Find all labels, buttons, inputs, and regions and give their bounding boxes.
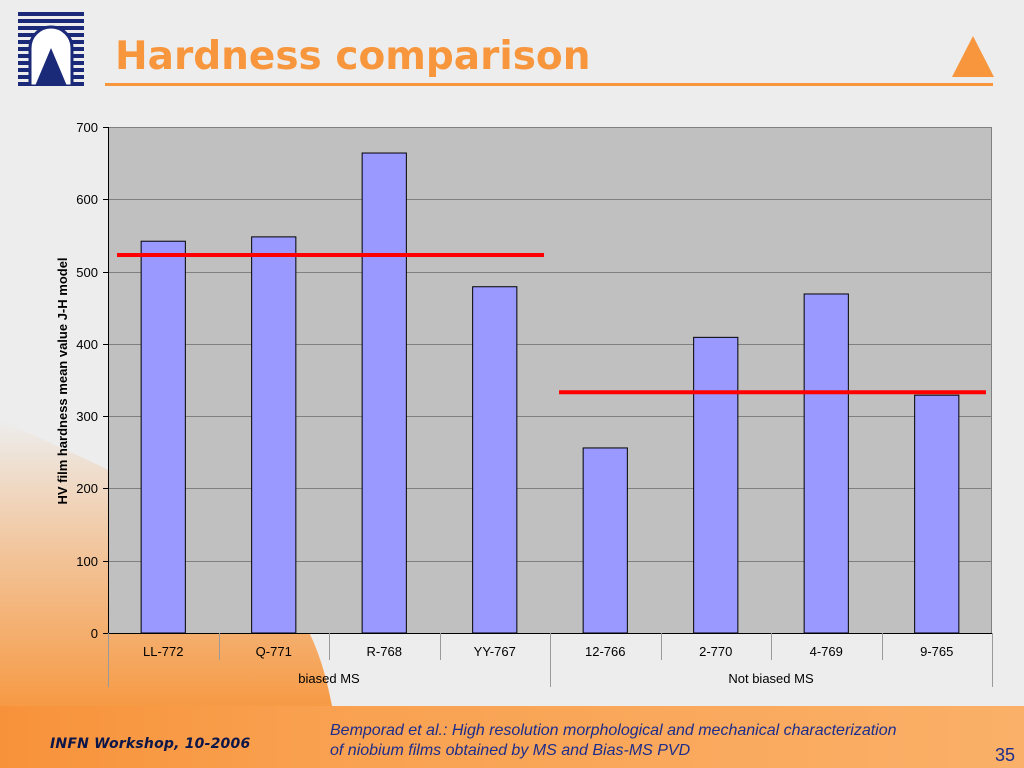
y-tick-label: 100: [76, 554, 98, 569]
y-tick-label: 200: [76, 481, 98, 496]
y-tick-label: 0: [91, 626, 98, 641]
chart-bar: [361, 152, 407, 634]
title-underline: [105, 83, 993, 86]
category-label: 9-765: [920, 644, 953, 659]
y-tick-label: 300: [76, 409, 98, 424]
y-tick-label: 500: [76, 265, 98, 280]
category-label: R-768: [367, 644, 402, 659]
chart-bar: [582, 447, 628, 634]
category-label: 12-766: [585, 644, 625, 659]
chart-bar: [251, 236, 297, 634]
y-tick-label: 600: [76, 192, 98, 207]
category-label: YY-767: [474, 644, 516, 659]
chart-bar: [140, 240, 186, 634]
chart-bar: [693, 336, 739, 634]
page-number: 35: [994, 745, 1015, 765]
category-label: Q-771: [256, 644, 292, 659]
chart-bar: [472, 286, 518, 634]
workshop-label: INFN Workshop, 10-2006: [50, 736, 251, 752]
infn-logo: [18, 12, 84, 86]
category-label: 2-770: [699, 644, 732, 659]
category-label: LL-772: [143, 644, 183, 659]
y-tick-label: 400: [76, 337, 98, 352]
chart-bar: [803, 293, 849, 634]
group-label: biased MS: [298, 671, 360, 686]
footer-band: [0, 706, 1024, 768]
citation-line-2: of niobium films obtained by MS and Bias…: [330, 742, 691, 759]
chart-bar: [914, 394, 960, 634]
slide-title: Hardness comparison: [115, 34, 591, 79]
category-label: 4-769: [810, 644, 843, 659]
group-label: Not biased MS: [728, 671, 814, 686]
plot-area: [108, 127, 992, 633]
orange-triangle-icon: [952, 36, 994, 77]
y-axis-title: HV film hardness mean value J-H model: [55, 257, 70, 504]
citation-line-1: Bemporad et al.: High resolution morphol…: [330, 722, 897, 739]
citation: Bemporad et al.: High resolution morphol…: [330, 721, 897, 761]
y-tick-label: 700: [76, 120, 98, 135]
